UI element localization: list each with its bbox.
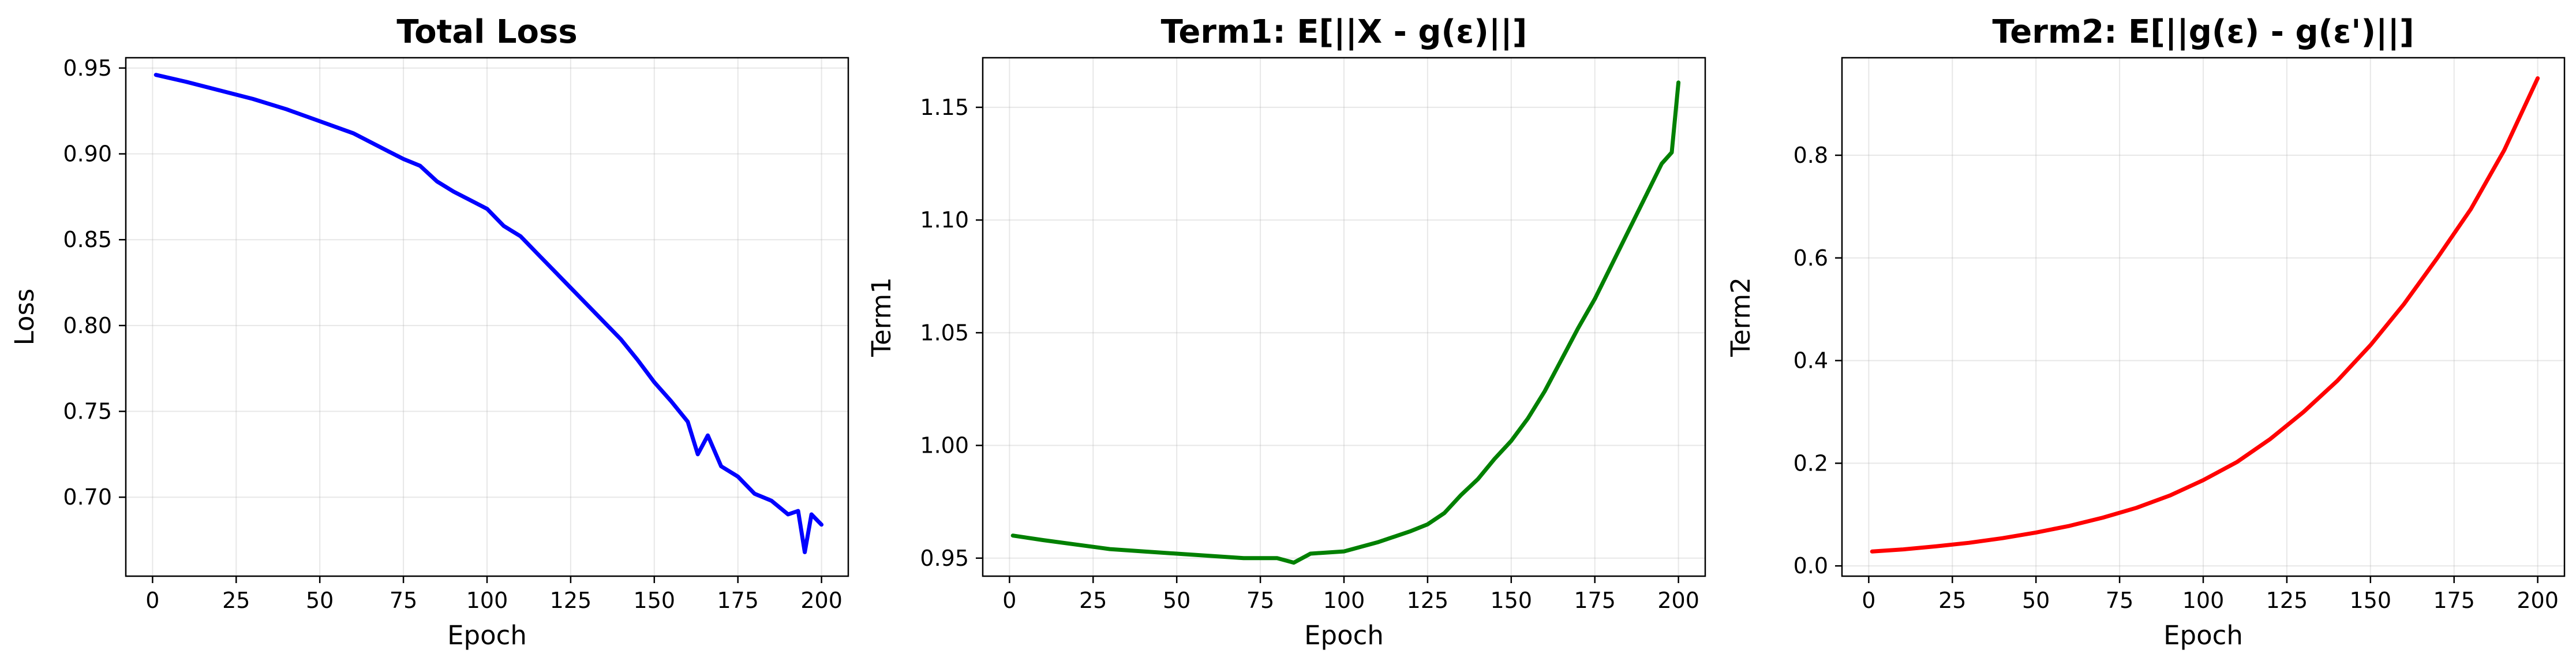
x-tick-label: 0 <box>1862 588 1875 613</box>
y-tick-label: 0.4 <box>1794 348 1828 374</box>
x-tick-label: 175 <box>1574 588 1616 613</box>
x-tick-label: 25 <box>1938 588 1966 613</box>
chart-title: Total Loss <box>396 13 577 51</box>
x-tick-label: 50 <box>306 588 334 613</box>
y-tick-label: 0.8 <box>1794 143 1828 168</box>
x-tick-label: 100 <box>1323 588 1365 613</box>
x-tick-label: 50 <box>1163 588 1190 613</box>
y-tick-label: 1.10 <box>920 207 969 233</box>
x-tick-label: 75 <box>1246 588 1274 613</box>
x-axis-label: Epoch <box>447 620 527 651</box>
x-tick-label: 125 <box>1407 588 1449 613</box>
x-tick-label: 100 <box>2182 588 2225 613</box>
x-tick-label: 200 <box>2517 588 2559 613</box>
chart-panel-1: 0 25 50 75 100 125 150 175 200 0.70 0.75 0.80 0.85 0.… <box>9 13 849 651</box>
x-tick-label: 50 <box>2022 588 2050 613</box>
x-tick-label: 150 <box>1491 588 1533 613</box>
series-line-1 <box>153 73 824 554</box>
x-tick-label: 150 <box>2350 588 2392 613</box>
x-tick-label: 125 <box>2266 588 2308 613</box>
x-tick-label: 125 <box>550 588 592 613</box>
x-tick-label: 175 <box>2433 588 2475 613</box>
x-tick-label: 100 <box>466 588 508 613</box>
x-tick-label: 25 <box>222 588 250 613</box>
y-tick-label: 0.85 <box>63 227 112 252</box>
y-tick-label: 0.95 <box>63 55 112 81</box>
x-tick-label: 75 <box>390 588 417 613</box>
y-axis-label: Term1 <box>866 277 897 357</box>
y-tick-label: 0.0 <box>1794 553 1828 578</box>
x-axis-label: Epoch <box>1304 620 1384 651</box>
y-tick-label: 0.6 <box>1794 245 1828 271</box>
y-tick-label: 1.00 <box>920 433 969 458</box>
chart-title: Term2: E[||g(ε) - g(ε')||] <box>1992 13 2414 51</box>
y-axis-label: Loss <box>9 289 40 346</box>
series-line-1 <box>1010 80 1681 565</box>
y-tick-label: 0.95 <box>920 546 969 571</box>
x-tick-label: 25 <box>1079 588 1107 613</box>
y-tick-label: 0.75 <box>63 399 112 424</box>
x-tick-label: 175 <box>717 588 759 613</box>
x-tick-label: 150 <box>634 588 676 613</box>
x-tick-label: 0 <box>1002 588 1016 613</box>
y-tick-label: 0.70 <box>63 484 112 510</box>
chart-panel-2: 0 25 50 75 100 125 150 175 200 0.95 1.00 1.05 1.10 1.… <box>866 13 1706 651</box>
y-tick-label: 0.80 <box>63 313 112 338</box>
y-tick-label: 0.90 <box>63 141 112 167</box>
chart-panel-3: 0 25 50 75 100 125 150 175 200 0.0 0.2 0.4 0.6 0.8 Ter… <box>1725 13 2566 651</box>
y-tick-label: 1.15 <box>920 95 969 120</box>
x-tick-label: 200 <box>800 588 843 613</box>
x-axis-label: Epoch <box>2163 620 2243 651</box>
x-tick-label: 0 <box>145 588 159 613</box>
y-tick-label: 1.05 <box>920 320 969 345</box>
series-line-1 <box>1870 76 2540 554</box>
chart-title: Term1: E[||X - g(ε)||] <box>1161 13 1527 51</box>
y-axis-label: Term2 <box>1725 277 1756 357</box>
y-tick-label: 0.2 <box>1794 450 1828 476</box>
x-tick-label: 75 <box>2106 588 2133 613</box>
x-tick-label: 200 <box>1657 588 1699 613</box>
